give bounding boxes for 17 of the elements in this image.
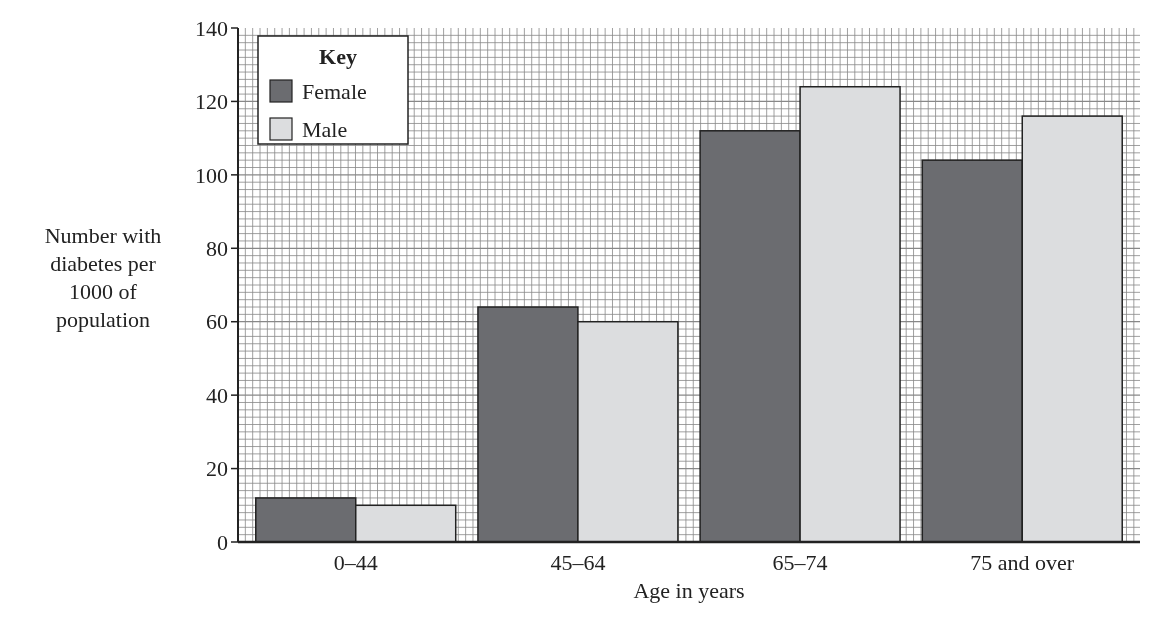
y-tick-label: 20 <box>206 456 228 482</box>
y-tick-label: 40 <box>206 382 228 408</box>
y-tick-label: 0 <box>217 529 228 555</box>
x-tick-label: 0–44 <box>333 550 378 575</box>
y-tick-label: 140 <box>195 15 228 41</box>
legend-label: Female <box>302 78 367 104</box>
y-tick-label: 100 <box>195 162 228 188</box>
y-tick-label: 60 <box>206 309 228 335</box>
x-tick-label: 65–74 <box>772 550 828 575</box>
x-tick-label: 75 and over <box>970 550 1075 575</box>
y-tick-label: 80 <box>206 235 228 261</box>
legend-label: Male <box>302 116 348 142</box>
x-tick-label: 45–64 <box>550 550 606 575</box>
x-axis-title: Age in years <box>633 578 745 603</box>
y-tick-label: 120 <box>195 89 228 115</box>
legend-title: Key <box>319 44 357 69</box>
y-axis-title: Number with diabetes per 1000 of population <box>44 223 162 332</box>
